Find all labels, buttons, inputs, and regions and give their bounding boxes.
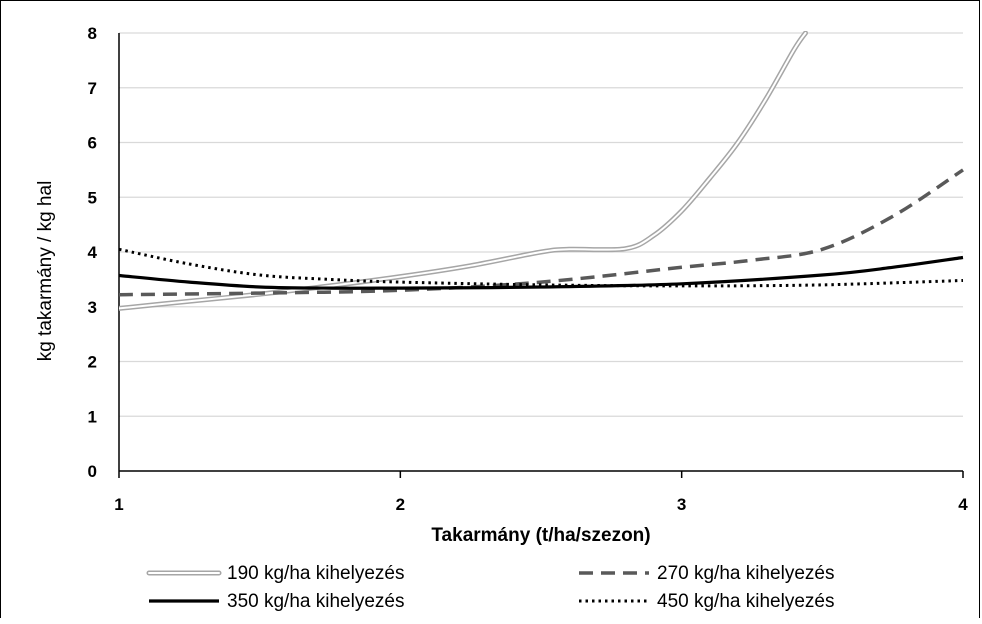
x-tick-label: 1 <box>114 495 123 514</box>
y-axis-title: kg takarmány / kg hal <box>35 181 56 362</box>
y-tick-label: 3 <box>88 298 97 317</box>
y-tick-label: 5 <box>88 188 97 207</box>
y-tick-label: 2 <box>88 353 97 372</box>
y-tick-label: 7 <box>88 79 97 98</box>
legend-label: 190 kg/ha kihelyezés <box>227 563 404 584</box>
legend: 190 kg/ha kihelyezés 270 kg/ha kihelyezés… <box>146 563 834 612</box>
x-tick-labels: 1 2 3 4 <box>114 495 968 514</box>
y-tick-label: 6 <box>88 134 97 153</box>
series-lines <box>119 31 964 311</box>
series-line-1-inner <box>119 32 807 310</box>
x-tick-label: 4 <box>958 495 968 514</box>
series-line-3 <box>119 255 964 290</box>
legend-label: 450 kg/ha kihelyezés <box>657 591 834 612</box>
y-tick-label: 4 <box>88 243 98 262</box>
y-tick-labels: 0 1 2 3 4 5 6 7 8 <box>88 24 98 481</box>
series-line-2 <box>119 168 964 297</box>
axes <box>118 33 964 478</box>
x-tick-label: 2 <box>396 495 405 514</box>
x-axis-title: Takarmány (t/ha/szezon) <box>431 525 650 546</box>
y-tick-label: 8 <box>88 24 97 43</box>
x-tick-label: 3 <box>677 495 686 514</box>
legend-label: 350 kg/ha kihelyezés <box>227 591 404 612</box>
y-tick-label: 0 <box>88 462 97 481</box>
legend-label: 270 kg/ha kihelyezés <box>657 563 834 584</box>
y-tick-label: 1 <box>88 407 97 426</box>
gridlines <box>119 32 963 417</box>
